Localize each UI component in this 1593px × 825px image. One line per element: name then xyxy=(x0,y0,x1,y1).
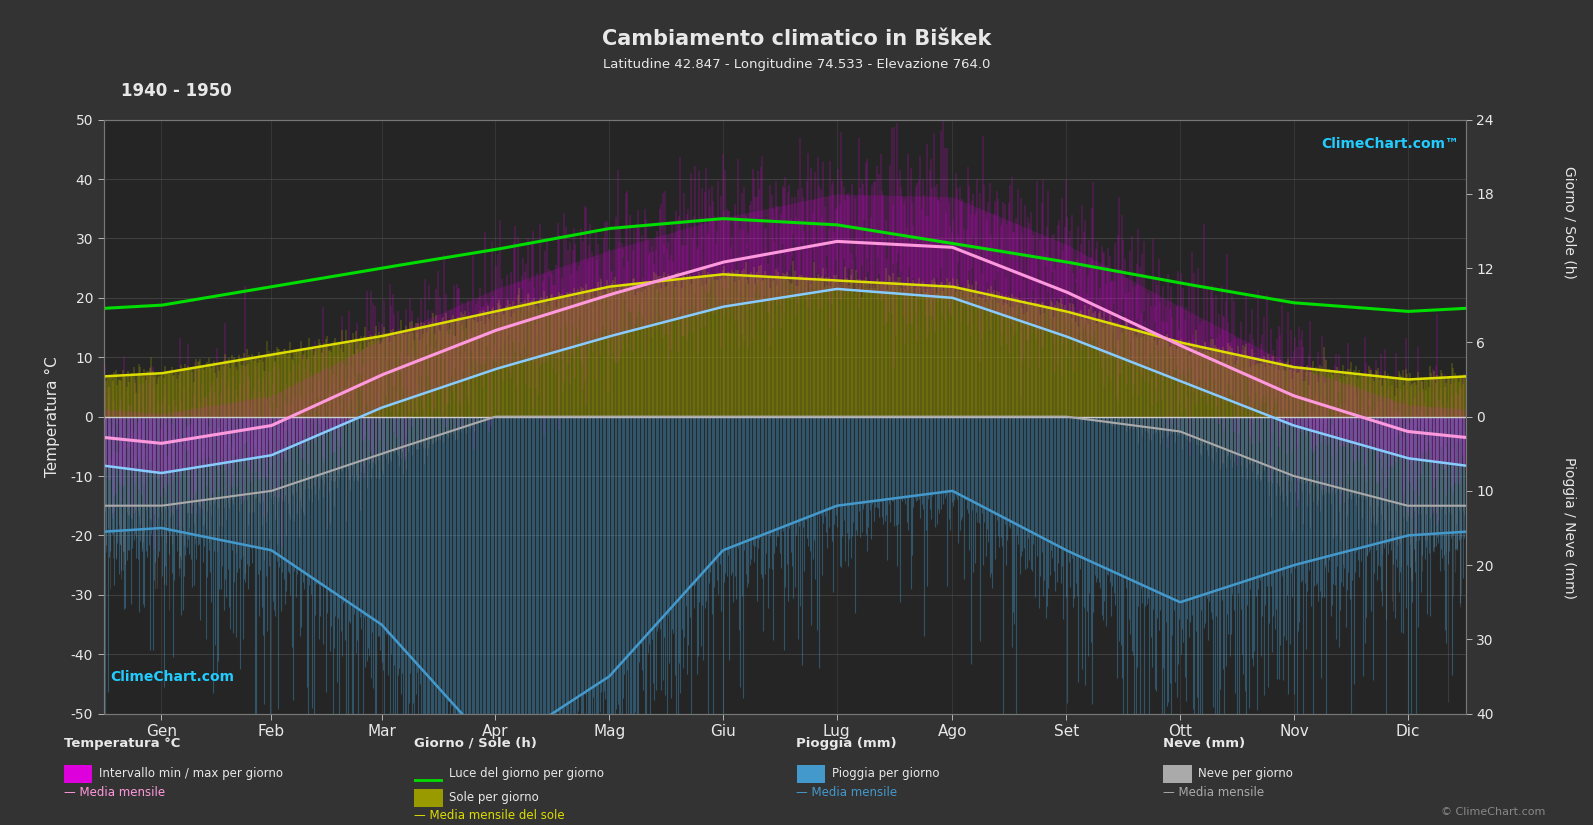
Text: Neve (mm): Neve (mm) xyxy=(1163,737,1246,750)
Text: © ClimeChart.com: © ClimeChart.com xyxy=(1440,807,1545,817)
Text: — Media mensile: — Media mensile xyxy=(796,786,897,799)
Text: Temperatura °C: Temperatura °C xyxy=(64,737,180,750)
Text: Pioggia / Neve (mm): Pioggia / Neve (mm) xyxy=(1563,457,1575,599)
Text: ClimeChart.com™: ClimeChart.com™ xyxy=(1321,138,1459,152)
Text: — Media mensile: — Media mensile xyxy=(64,786,164,799)
Text: Luce del giorno per giorno: Luce del giorno per giorno xyxy=(449,767,604,780)
Text: Intervallo min / max per giorno: Intervallo min / max per giorno xyxy=(99,767,284,780)
Text: Sole per giorno: Sole per giorno xyxy=(449,791,538,804)
Y-axis label: Temperatura °C: Temperatura °C xyxy=(45,356,59,477)
Text: Cambiamento climatico in Biškek: Cambiamento climatico in Biškek xyxy=(602,29,991,49)
Text: Neve per giorno: Neve per giorno xyxy=(1198,767,1294,780)
Text: Pioggia per giorno: Pioggia per giorno xyxy=(832,767,938,780)
Text: Giorno / Sole (h): Giorno / Sole (h) xyxy=(414,737,537,750)
Text: Pioggia (mm): Pioggia (mm) xyxy=(796,737,897,750)
Text: 1940 - 1950: 1940 - 1950 xyxy=(121,82,233,101)
Text: — Media mensile: — Media mensile xyxy=(1163,786,1263,799)
Text: Latitudine 42.847 - Longitudine 74.533 - Elevazione 764.0: Latitudine 42.847 - Longitudine 74.533 -… xyxy=(602,58,991,71)
Text: Giorno / Sole (h): Giorno / Sole (h) xyxy=(1563,167,1575,279)
Text: ClimeChart.com: ClimeChart.com xyxy=(110,670,234,684)
Text: — Media mensile del sole: — Media mensile del sole xyxy=(414,809,566,823)
